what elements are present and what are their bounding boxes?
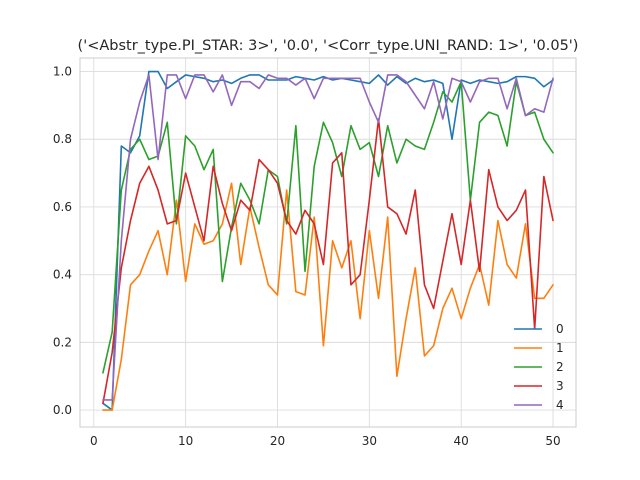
axes-frame bbox=[79, 57, 577, 428]
chart-title: ('<Abstr_type.PI_STAR: 3>', '0.0', '<Cor… bbox=[78, 38, 579, 54]
x-tick-label: 20 bbox=[270, 434, 285, 448]
x-tick-label: 10 bbox=[178, 434, 193, 448]
x-tick-label: 0 bbox=[90, 434, 98, 448]
grid bbox=[80, 58, 576, 427]
legend-label: 2 bbox=[556, 360, 564, 374]
series-line-0 bbox=[102, 70, 554, 411]
series-line-3 bbox=[102, 118, 554, 405]
y-tick-label: 0.0 bbox=[53, 403, 72, 417]
legend-label: 4 bbox=[556, 398, 564, 412]
x-axis-tick-labels: 0 10 20 30 40 50 bbox=[90, 434, 561, 448]
y-tick-label: 0.2 bbox=[53, 335, 72, 349]
legend-label: 3 bbox=[556, 379, 564, 393]
series-line-4 bbox=[102, 74, 554, 401]
y-axis-tick-labels: 0.0 0.2 0.4 0.6 0.8 1.0 bbox=[53, 65, 72, 418]
legend-label: 0 bbox=[556, 322, 564, 336]
x-tick-label: 50 bbox=[545, 434, 560, 448]
y-tick-label: 0.4 bbox=[53, 268, 72, 282]
legend-label: 1 bbox=[556, 341, 564, 355]
x-tick-label: 30 bbox=[362, 434, 377, 448]
y-tick-label: 0.6 bbox=[53, 200, 72, 214]
series-lines bbox=[102, 70, 554, 411]
x-tick-label: 40 bbox=[454, 434, 469, 448]
y-tick-label: 0.8 bbox=[53, 132, 72, 146]
legend: 0 1 2 3 4 bbox=[514, 322, 564, 412]
series-line-2 bbox=[102, 80, 554, 374]
y-tick-label: 1.0 bbox=[53, 65, 72, 79]
